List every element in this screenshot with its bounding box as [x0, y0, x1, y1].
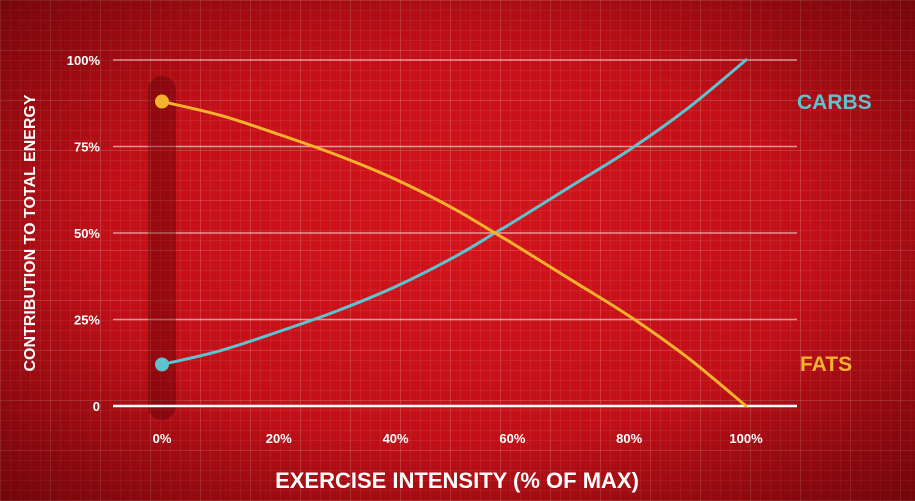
series-point-fats — [155, 94, 169, 109]
series-line-fats — [160, 100, 748, 408]
y-tick-label: 100% — [67, 53, 101, 68]
x-tick-label: 80% — [616, 431, 642, 446]
x-tick-labels: 0% 20% 40% 60% 80% 100% — [153, 431, 763, 446]
series-start-points — [155, 94, 169, 372]
y-gridlines — [113, 59, 797, 321]
x-tick-label: 100% — [729, 431, 763, 446]
series-label-fats: FATS — [800, 353, 852, 376]
x-tick-label: 0% — [153, 431, 172, 446]
series-lines — [160, 58, 748, 408]
series-label-carbs: CARBS — [797, 91, 872, 114]
x-tick-label: 40% — [383, 431, 409, 446]
y-tick-label: 0 — [93, 399, 100, 414]
x-tick-label: 20% — [266, 431, 292, 446]
highlight-band-group — [148, 76, 176, 420]
y-tick-labels: 0 25% 50% 75% 100% — [67, 53, 101, 414]
x-tick-label: 60% — [499, 431, 525, 446]
y-tick-label: 50% — [74, 226, 100, 241]
x-axis-title: EXERCISE INTENSITY (% OF MAX) — [275, 468, 639, 493]
series-line-carbs — [160, 58, 748, 366]
y-tick-label: 25% — [74, 313, 100, 328]
y-axis-title: CONTRIBUTION TO TOTAL ENERGY — [22, 94, 39, 371]
series-point-carbs — [155, 357, 169, 372]
highlight-band — [148, 76, 176, 420]
y-tick-label: 75% — [74, 140, 100, 155]
